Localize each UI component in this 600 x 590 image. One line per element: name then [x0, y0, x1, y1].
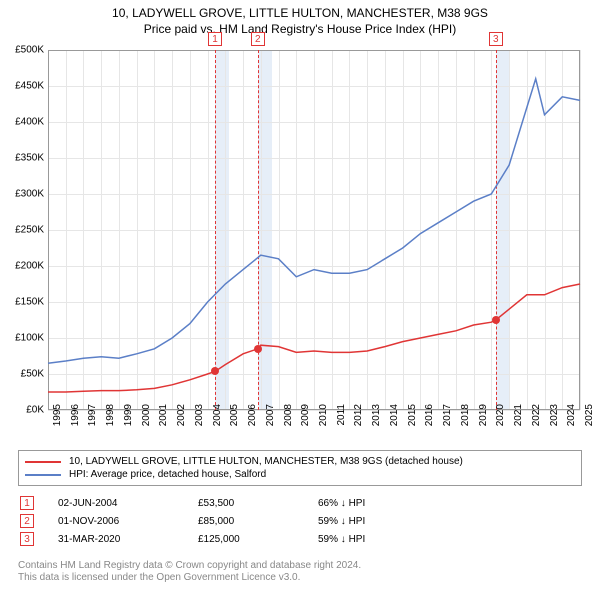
x-tick-label: 2004 — [212, 404, 223, 444]
x-tick-label: 2007 — [265, 404, 276, 444]
x-tick-label: 1999 — [123, 404, 134, 444]
y-tick-label: £150K — [2, 297, 44, 308]
x-tick-label: 1996 — [70, 404, 81, 444]
sales-price: £125,000 — [198, 534, 318, 545]
y-tick-label: £250K — [2, 225, 44, 236]
title-line2: Price paid vs. HM Land Registry's House … — [0, 22, 600, 36]
x-tick-label: 2012 — [353, 404, 364, 444]
y-tick-label: £500K — [2, 45, 44, 56]
x-tick-label: 2020 — [495, 404, 506, 444]
legend-swatch — [25, 474, 61, 476]
x-tick-label: 1995 — [52, 404, 63, 444]
marker-box: 2 — [251, 32, 265, 46]
y-tick-label: £100K — [2, 333, 44, 344]
attribution: Contains HM Land Registry data © Crown c… — [18, 560, 582, 584]
x-tick-label: 2014 — [389, 404, 400, 444]
legend-swatch — [25, 461, 61, 463]
y-tick-label: £200K — [2, 261, 44, 272]
x-tick-label: 2016 — [424, 404, 435, 444]
x-tick-label: 2017 — [442, 404, 453, 444]
title-line1: 10, LADYWELL GROVE, LITTLE HULTON, MANCH… — [0, 6, 600, 20]
y-tick-label: £50K — [2, 369, 44, 380]
attribution-line2: This data is licensed under the Open Gov… — [18, 572, 582, 584]
sales-row: 1 02-JUN-2004 £53,500 66% ↓ HPI — [18, 494, 582, 512]
sales-date: 01-NOV-2006 — [58, 516, 198, 527]
attribution-line1: Contains HM Land Registry data © Crown c… — [18, 560, 582, 572]
x-tick-label: 2015 — [407, 404, 418, 444]
y-tick-label: £400K — [2, 117, 44, 128]
y-tick-label: £300K — [2, 189, 44, 200]
legend-item-property: 10, LADYWELL GROVE, LITTLE HULTON, MANCH… — [25, 455, 575, 468]
x-tick-label: 2009 — [300, 404, 311, 444]
marker-dot — [211, 367, 219, 375]
x-tick-label: 2010 — [318, 404, 329, 444]
sales-diff: 59% ↓ HPI — [318, 534, 458, 545]
x-tick-label: 2003 — [194, 404, 205, 444]
legend-item-hpi: HPI: Average price, detached house, Salf… — [25, 468, 575, 481]
x-tick-label: 1997 — [87, 404, 98, 444]
x-tick-label: 2013 — [371, 404, 382, 444]
x-tick-label: 2000 — [141, 404, 152, 444]
series-property — [48, 284, 580, 392]
marker-box: 3 — [489, 32, 503, 46]
sales-diff: 59% ↓ HPI — [318, 516, 458, 527]
sales-marker-3: 3 — [20, 532, 34, 546]
x-tick-label: 2006 — [247, 404, 258, 444]
marker-dot — [254, 345, 262, 353]
gridline-v — [580, 50, 581, 410]
x-tick-label: 2019 — [478, 404, 489, 444]
x-tick-label: 2008 — [283, 404, 294, 444]
sales-row: 3 31-MAR-2020 £125,000 59% ↓ HPI — [18, 530, 582, 548]
sales-date: 02-JUN-2004 — [58, 498, 198, 509]
chart-area: 123 — [48, 50, 580, 410]
sales-price: £53,500 — [198, 498, 318, 509]
sales-date: 31-MAR-2020 — [58, 534, 198, 545]
marker-dot — [492, 316, 500, 324]
line-series — [48, 50, 580, 410]
y-tick-label: £0K — [2, 405, 44, 416]
chart-title: 10, LADYWELL GROVE, LITTLE HULTON, MANCH… — [0, 0, 600, 36]
legend-label: 10, LADYWELL GROVE, LITTLE HULTON, MANCH… — [69, 456, 463, 467]
x-tick-label: 2001 — [158, 404, 169, 444]
y-tick-label: £450K — [2, 81, 44, 92]
sales-table: 1 02-JUN-2004 £53,500 66% ↓ HPI 2 01-NOV… — [18, 494, 582, 548]
sales-marker-2: 2 — [20, 514, 34, 528]
sales-diff: 66% ↓ HPI — [318, 498, 458, 509]
series-hpi — [48, 79, 580, 363]
sales-price: £85,000 — [198, 516, 318, 527]
x-tick-label: 2025 — [584, 404, 595, 444]
x-tick-label: 2018 — [460, 404, 471, 444]
x-tick-label: 2011 — [336, 404, 347, 444]
sales-row: 2 01-NOV-2006 £85,000 59% ↓ HPI — [18, 512, 582, 530]
y-tick-label: £350K — [2, 153, 44, 164]
marker-box: 1 — [208, 32, 222, 46]
legend-label: HPI: Average price, detached house, Salf… — [69, 469, 266, 480]
x-tick-label: 1998 — [105, 404, 116, 444]
x-tick-label: 2005 — [229, 404, 240, 444]
x-tick-label: 2022 — [531, 404, 542, 444]
x-tick-label: 2024 — [566, 404, 577, 444]
legend: 10, LADYWELL GROVE, LITTLE HULTON, MANCH… — [18, 450, 582, 486]
x-tick-label: 2002 — [176, 404, 187, 444]
sales-marker-1: 1 — [20, 496, 34, 510]
x-tick-label: 2023 — [549, 404, 560, 444]
x-tick-label: 2021 — [513, 404, 524, 444]
